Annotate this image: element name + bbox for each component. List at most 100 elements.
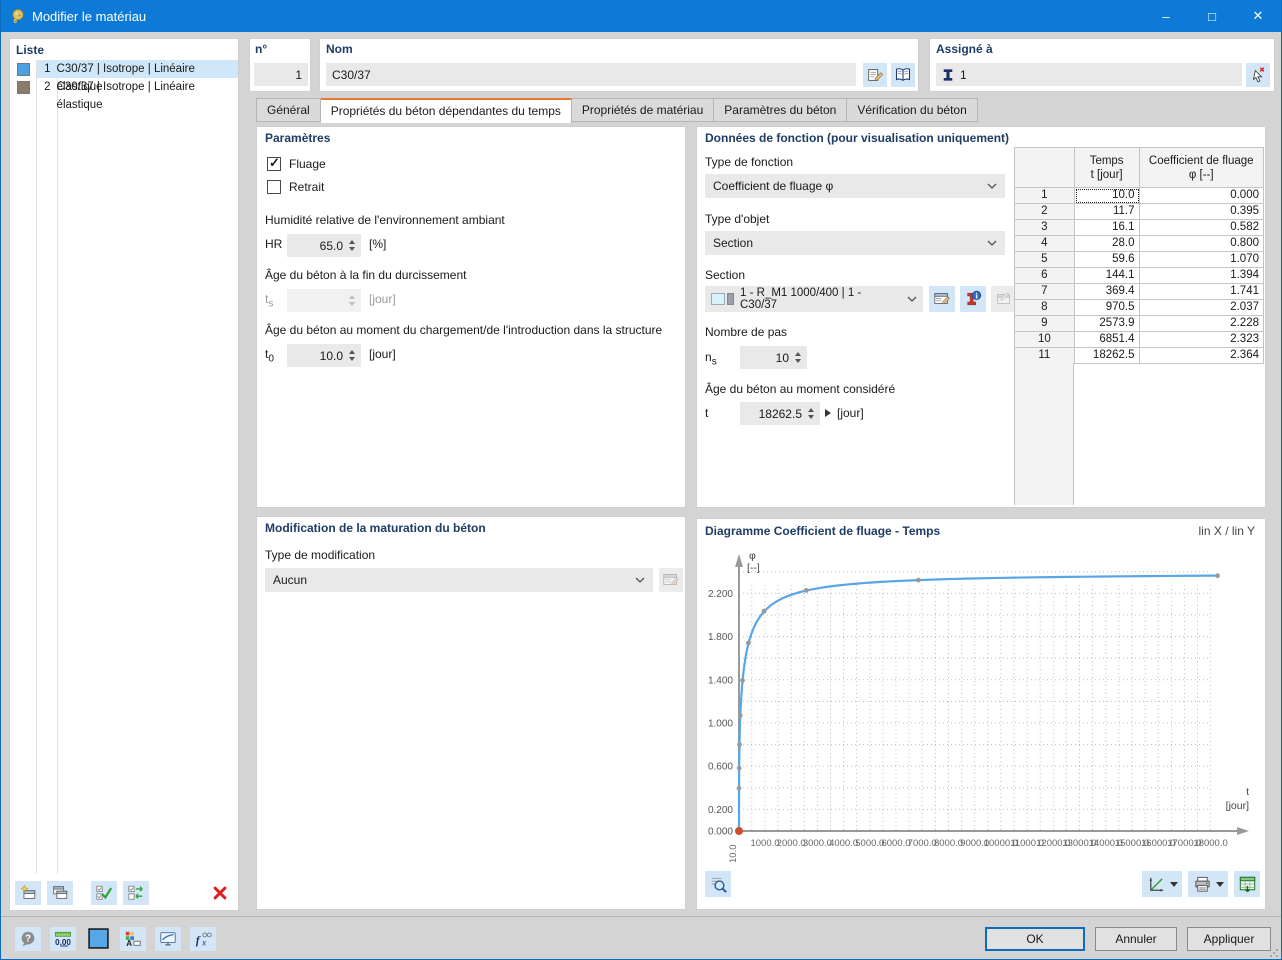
section-dropdown[interactable]: 1 - R_M1 1000/400 | 1 - C30/37: [705, 286, 923, 312]
deselect-objects-button[interactable]: [1246, 63, 1270, 87]
help-button[interactable]: ?: [15, 926, 41, 951]
type-objet-dropdown[interactable]: Section: [705, 231, 1005, 255]
ns-input[interactable]: 10: [740, 346, 807, 369]
assigned-input[interactable]: 1: [936, 63, 1242, 86]
tab-général[interactable]: Général: [256, 98, 321, 122]
coefficient-cell[interactable]: 2.323: [1139, 332, 1264, 348]
svg-text:1.400: 1.400: [708, 675, 733, 686]
tab-propriétés-du-béton-dépendantes-du-temps[interactable]: Propriétés du béton dépendantes du temps: [320, 98, 572, 123]
type-modification-dropdown[interactable]: Aucun: [265, 568, 653, 592]
retrait-checkbox[interactable]: Retrait: [267, 180, 324, 194]
resize-grip[interactable]: [1269, 948, 1279, 958]
hr-spinner[interactable]: [346, 234, 358, 257]
t-spinner[interactable]: [805, 402, 817, 425]
new-material-button[interactable]: [15, 881, 41, 905]
temps-cell[interactable]: 10.0: [1074, 188, 1140, 204]
edit-section-button[interactable]: [929, 286, 955, 312]
apply-button[interactable]: Appliquer: [1187, 926, 1271, 951]
delete-material-button[interactable]: [207, 881, 233, 905]
hr-input[interactable]: 65.0: [287, 234, 361, 257]
coefficient-cell[interactable]: 2.364: [1139, 348, 1264, 364]
copy-material-button[interactable]: [47, 881, 73, 905]
svg-text:0.600: 0.600: [708, 762, 733, 773]
select-check-button[interactable]: [91, 881, 117, 905]
svg-text:11000.0: 11000.0: [1010, 838, 1044, 849]
row-number-cell: 6: [1015, 268, 1075, 284]
dropdown-caret-icon[interactable]: [1215, 881, 1224, 887]
close-button[interactable]: ✕: [1252, 8, 1264, 23]
table-row: 8 970.5 2.037: [1015, 300, 1264, 316]
function-values-table: Temps t [jour] Coefficient de fluage φ [--…: [1014, 147, 1264, 364]
temps-cell[interactable]: 28.0: [1074, 236, 1140, 252]
chevron-down-icon: [987, 183, 997, 189]
coefficient-cell[interactable]: 2.037: [1139, 300, 1264, 316]
t-input[interactable]: 18262.5: [740, 402, 820, 425]
tab-paramètres-du-béton[interactable]: Paramètres du béton: [714, 98, 848, 122]
ns-spinner[interactable]: [792, 346, 804, 369]
material-list-item[interactable]: 1 C30/37 | Isotrope | Linéaire élastique: [10, 60, 238, 93]
name-label: Nom: [326, 42, 353, 56]
maximize-button[interactable]: □: [1208, 8, 1216, 24]
temps-cell[interactable]: 59.6: [1074, 252, 1140, 268]
t0-spinner[interactable]: [346, 344, 358, 367]
coefficient-cell[interactable]: 0.582: [1139, 220, 1264, 236]
dropdown-caret-icon[interactable]: [1169, 881, 1178, 887]
rename-button[interactable]: [863, 63, 887, 87]
list-item-number: 2: [44, 81, 51, 93]
number-input[interactable]: 1: [254, 63, 308, 86]
t-value: 18262.5: [758, 406, 802, 421]
creep-diagram-plot: 0.000 0.200 0.600 1.000 1.400 1.800 2.200 1000.…: [697, 545, 1267, 874]
section-info-button[interactable]: i: [960, 286, 986, 312]
coefficient-cell[interactable]: 0.395: [1139, 204, 1264, 220]
t0-input[interactable]: 10.0: [287, 344, 361, 367]
type-fonction-value: Coefficient de fluage φ: [713, 179, 834, 193]
temps-cell[interactable]: 18262.5: [1074, 348, 1140, 364]
svg-text:x: x: [201, 938, 207, 947]
temps-cell[interactable]: 369.4: [1074, 284, 1140, 300]
chart-zoom-button[interactable]: [705, 871, 731, 897]
coefficient-cell[interactable]: 1.741: [1139, 284, 1264, 300]
coefficient-cell[interactable]: 1.070: [1139, 252, 1264, 268]
coefficient-cell[interactable]: 1.394: [1139, 268, 1264, 284]
material-library-button[interactable]: [891, 63, 915, 87]
app-icon: 6: [10, 8, 26, 24]
row-number-cell: 7: [1015, 284, 1075, 300]
invert-selection-button[interactable]: [123, 881, 149, 905]
temps-cell[interactable]: 11.7: [1074, 204, 1140, 220]
name-input[interactable]: C30/37: [326, 63, 856, 86]
tab-vérification-du-béton[interactable]: Vérification du béton: [847, 98, 978, 122]
checkbox-box: [267, 155, 281, 171]
coefficient-cell[interactable]: 2.228: [1139, 316, 1264, 332]
coefficient-cell[interactable]: 0.800: [1139, 236, 1264, 252]
monitor-button[interactable]: [155, 926, 181, 951]
temps-cell[interactable]: 2573.9: [1074, 316, 1140, 332]
chart-scale-label: lin X / lin Y: [1198, 524, 1255, 538]
coefficient-cell[interactable]: 0.000: [1139, 188, 1264, 204]
fluage-checkbox[interactable]: Fluage: [267, 155, 326, 171]
temps-cell[interactable]: 144.1: [1074, 268, 1140, 284]
copy-material-icon: [51, 884, 69, 902]
temps-cell[interactable]: 6851.4: [1074, 332, 1140, 348]
material-list-item[interactable]: 2 C30/37 | Isotrope | Linéaire élastique: [10, 78, 238, 111]
decimal-places-icon: 0,00: [54, 930, 72, 948]
svg-text:3000.0: 3000.0: [803, 838, 832, 849]
material-color-swatch-button[interactable]: [85, 927, 111, 951]
ok-button[interactable]: OK: [985, 926, 1085, 951]
display-settings-button[interactable]: A: [120, 926, 146, 951]
type-fonction-dropdown[interactable]: Coefficient de fluage φ: [705, 174, 1005, 198]
minimize-button[interactable]: –: [1162, 8, 1170, 24]
excel-export-button[interactable]: [1234, 871, 1260, 897]
animate-time-button[interactable]: [825, 409, 831, 417]
temps-cell[interactable]: 16.1: [1074, 220, 1140, 236]
material-color-swatch: [10, 78, 37, 96]
tab-propriétés-de-matériau[interactable]: Propriétés de matériau: [571, 98, 715, 122]
printer-button[interactable]: [1188, 871, 1228, 897]
decimal-places-button[interactable]: 0,00: [50, 926, 76, 951]
name-panel: Nom C30/37: [319, 38, 919, 92]
window-title: Modifier le matériau: [32, 8, 147, 24]
temps-cell[interactable]: 970.5: [1074, 300, 1140, 316]
axes-settings-button[interactable]: [1142, 871, 1182, 897]
cancel-button[interactable]: Annuler: [1095, 926, 1177, 951]
monitor-icon: [159, 930, 177, 948]
